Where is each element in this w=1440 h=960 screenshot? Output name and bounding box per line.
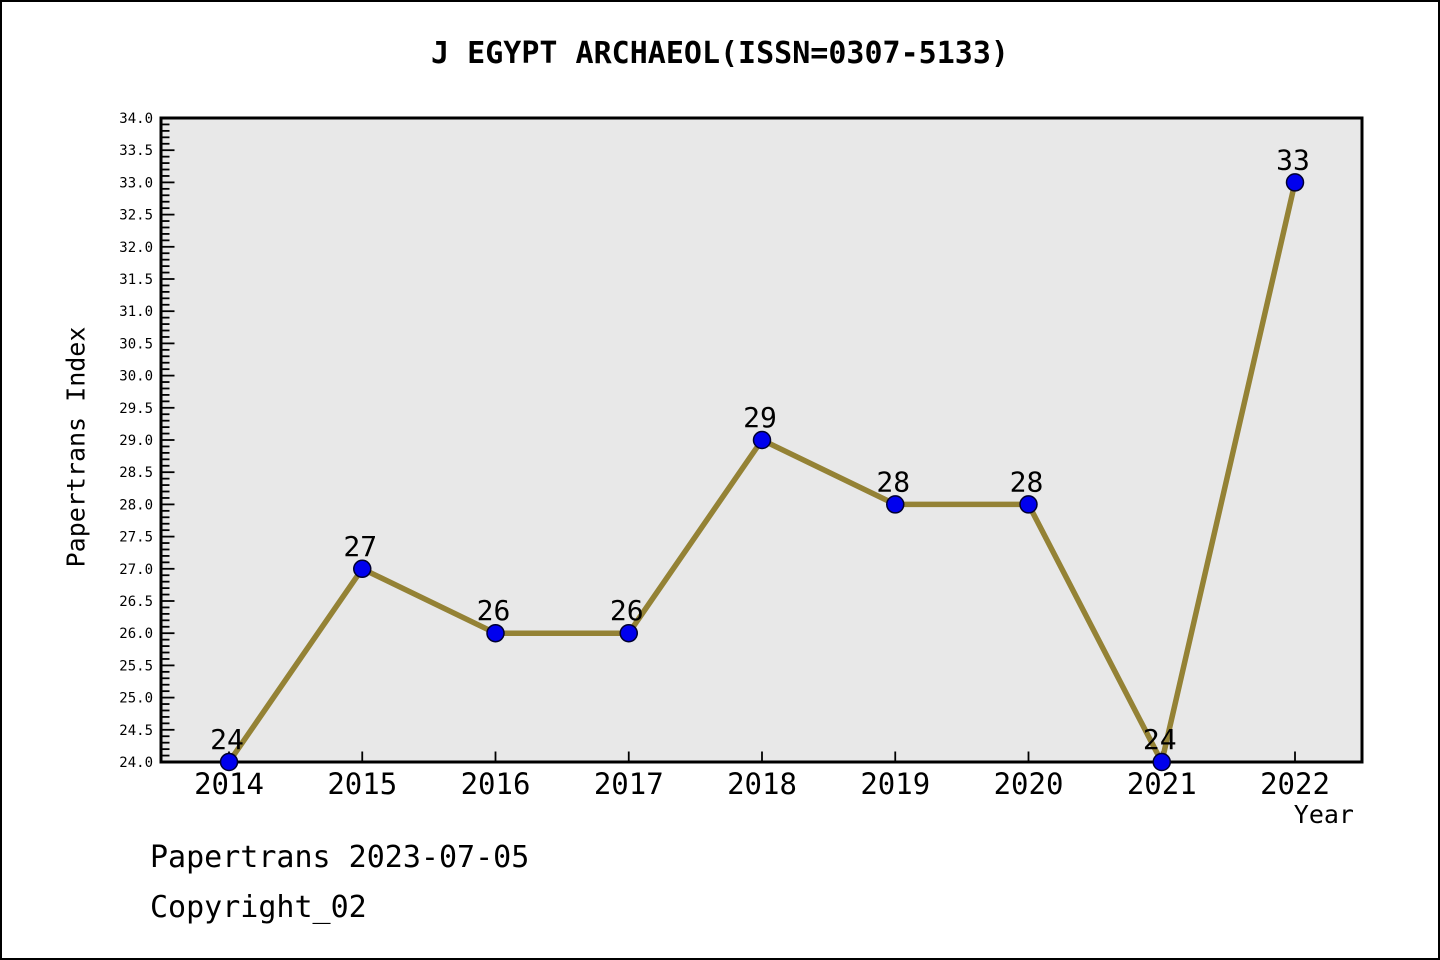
y-tick-label: 33.0	[119, 175, 153, 191]
x-tick-label: 2018	[727, 767, 797, 801]
data-point-label: 26	[477, 594, 511, 627]
y-tick-label: 33.5	[119, 143, 153, 159]
data-point-label: 24	[210, 723, 244, 756]
y-tick-label: 30.0	[119, 369, 153, 385]
y-tick-label: 29.5	[119, 401, 153, 417]
y-tick-label: 28.0	[119, 497, 153, 513]
y-tick-label: 24.5	[119, 723, 153, 739]
data-point-label: 29	[743, 401, 777, 434]
y-tick-label: 24.0	[119, 755, 153, 771]
y-tick-label: 34.0	[119, 111, 153, 127]
data-point	[886, 495, 905, 514]
data-point-label: 26	[610, 594, 644, 627]
y-tick-label: 31.0	[119, 304, 153, 320]
y-tick-label: 25.0	[119, 691, 153, 707]
y-axis-label: Papertrans Index	[61, 326, 91, 568]
data-point	[353, 559, 372, 579]
y-tick-label: 29.0	[119, 433, 153, 449]
data-point-label: 28	[1010, 465, 1044, 498]
chart-title: J EGYPT ARCHAEOL(ISSN=0307-5133)	[431, 36, 1009, 71]
x-tick-label: 2014	[194, 767, 264, 801]
y-tick-label: 26.5	[119, 594, 153, 610]
y-tick-label: 26.0	[119, 626, 153, 642]
footer-source-date: Papertrans 2023-07-05	[150, 840, 530, 875]
x-tick-label: 2016	[461, 767, 531, 801]
data-point	[1285, 173, 1305, 192]
footer-copyright: Copyright_02	[150, 890, 367, 925]
data-point	[1019, 495, 1038, 514]
x-tick-label: 2015	[327, 767, 397, 801]
data-point	[752, 430, 772, 450]
data-point	[219, 752, 239, 772]
y-tick-label: 32.5	[119, 208, 153, 224]
y-tick-label: 32.0	[119, 240, 153, 256]
data-point-label: 24	[1143, 723, 1177, 756]
x-tick-label: 2020	[994, 767, 1064, 801]
y-tick-label: 30.5	[119, 336, 153, 352]
x-tick-label: 2022	[1260, 767, 1330, 801]
data-point-label: 27	[343, 530, 377, 563]
x-axis-label: Year	[1293, 800, 1354, 829]
y-tick-label: 27.0	[119, 562, 153, 578]
y-tick-label: 31.5	[119, 272, 153, 288]
y-tick-label: 27.5	[119, 530, 153, 546]
x-tick-label: 2019	[860, 767, 930, 801]
data-point-label: 33	[1276, 143, 1310, 176]
data-point	[619, 623, 638, 643]
x-tick-label: 2017	[594, 767, 664, 801]
data-point-label: 28	[876, 465, 910, 498]
data-point	[1152, 752, 1171, 772]
y-tick-label: 28.5	[119, 465, 153, 481]
x-tick-label: 2021	[1127, 767, 1197, 801]
data-point	[486, 623, 505, 643]
y-tick-label: 25.5	[119, 658, 153, 674]
